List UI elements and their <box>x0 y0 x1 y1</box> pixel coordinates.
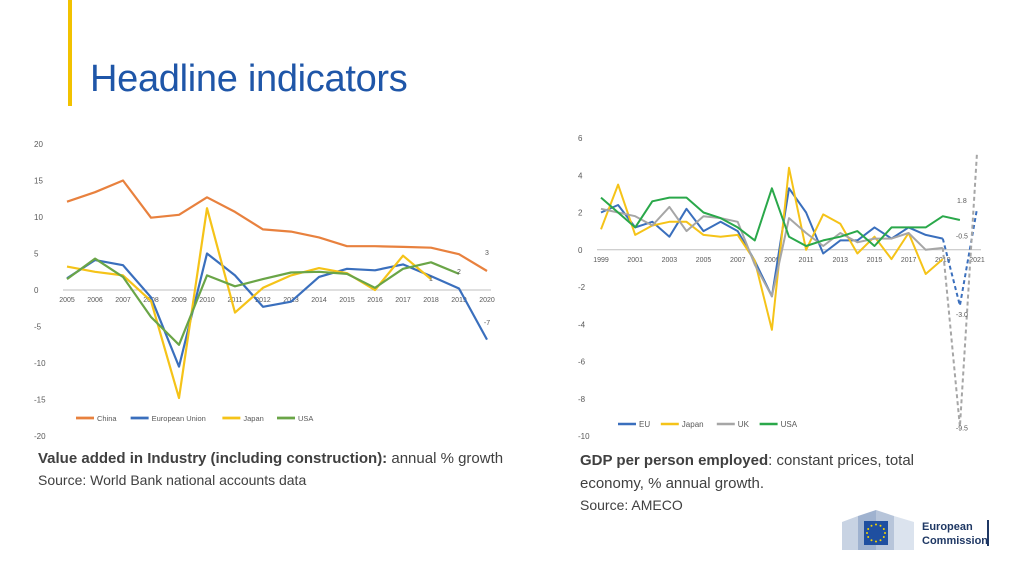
left-caption-bold: Value added in Industry (including const… <box>38 450 388 467</box>
y-tick-label: 0 <box>34 286 39 295</box>
data-label: -3.0 <box>956 312 968 319</box>
series-line-japan <box>66 207 432 400</box>
y-tick-label: -20 <box>34 432 46 441</box>
y-tick-label: 20 <box>34 140 43 149</box>
series-line-eu <box>600 187 944 298</box>
x-tick-label: 2014 <box>311 297 327 304</box>
y-tick-label: -5 <box>34 323 42 332</box>
legend-label-eu: EU <box>639 420 650 429</box>
x-tick-label: 1999 <box>593 257 609 264</box>
y-tick-label: 15 <box>34 177 43 186</box>
x-tick-label: 2001 <box>627 257 643 264</box>
x-tick-label: 2017 <box>395 297 411 304</box>
commission-building-icon <box>842 510 914 550</box>
right-chart-caption: GDP per person employed: constant prices… <box>580 449 980 515</box>
x-tick-label: 2005 <box>696 257 712 264</box>
european-commission-logo: European Commission <box>842 510 989 550</box>
y-tick-label: 2 <box>578 209 583 218</box>
x-tick-label: 2003 <box>662 257 678 264</box>
x-tick-label: 2009 <box>764 257 780 264</box>
x-tick-label: 2011 <box>799 257 814 264</box>
left-caption-source: Source: World Bank national accounts dat… <box>38 472 307 488</box>
legend-label-usa: USA <box>298 414 313 423</box>
y-tick-label: 0 <box>578 246 583 255</box>
x-tick-label: 2005 <box>59 297 75 304</box>
y-tick-label: -6 <box>578 358 586 367</box>
right-caption-source: Source: AMECO <box>580 497 683 513</box>
x-tick-label: 2016 <box>367 297 383 304</box>
logo-line-2: Commission <box>922 535 988 547</box>
y-tick-label: 5 <box>34 250 39 259</box>
data-label: 3 <box>485 250 489 257</box>
x-tick-label: 2015 <box>867 257 883 264</box>
series-forecast-line-uk <box>941 152 978 427</box>
title-accent-bar <box>68 0 72 106</box>
right-caption-text: : constant prices, total economy, % annu… <box>580 452 915 492</box>
y-tick-label: -10 <box>578 432 590 441</box>
legend-label-japan: Japan <box>682 420 704 429</box>
series-line-usa <box>66 257 460 346</box>
data-label: -0.5 <box>956 234 968 241</box>
data-label: -7 <box>484 320 490 327</box>
gdp-per-person-employed-chart: 6 4 2 0 -2 -4 -6 -8 -10 1999 2001 2003 2005 2007 2009 2… <box>578 134 985 441</box>
x-tick-label: 2010 <box>199 297 215 304</box>
x-tick-label: 2021 <box>969 257 985 264</box>
data-label: 2 <box>457 269 461 276</box>
left-chart-caption: Value added in Industry (including const… <box>38 447 528 490</box>
x-tick-label: 2007 <box>115 297 131 304</box>
x-tick-label: 2012 <box>255 297 271 304</box>
series-line-usa <box>600 187 961 247</box>
logo-line-1: European <box>922 521 973 533</box>
x-tick-label: 2013 <box>832 257 848 264</box>
right-caption-bold: GDP per person employed <box>580 452 769 469</box>
left-caption-text: annual % growth <box>387 450 504 467</box>
x-tick-label: 2020 <box>479 297 495 304</box>
series-line-japan <box>600 166 944 331</box>
y-tick-label: 6 <box>578 134 583 143</box>
y-tick-label: 4 <box>578 171 583 180</box>
legend-label-china: China <box>97 414 117 423</box>
data-label: 1.8 <box>957 198 967 205</box>
y-tick-label: -8 <box>578 395 586 404</box>
y-tick-label: -10 <box>34 359 46 368</box>
y-tick-label: -15 <box>34 396 46 405</box>
x-tick-label: 2018 <box>423 297 439 304</box>
data-label: -9.5 <box>956 425 968 432</box>
x-tick-label: 2007 <box>730 257 746 264</box>
series-line-european-union <box>66 252 488 368</box>
legend-label-european-union: European Union <box>152 414 206 423</box>
x-tick-label: 2006 <box>87 297 103 304</box>
x-tick-label: 2015 <box>339 297 355 304</box>
series-line-china <box>66 179 488 272</box>
x-tick-label: 2009 <box>171 297 187 304</box>
y-tick-label: -2 <box>578 283 586 292</box>
legend-label-uk: UK <box>738 420 750 429</box>
page-title: Headline indicators <box>90 58 408 100</box>
x-tick-label: 2019 <box>451 297 467 304</box>
data-label: 1 <box>429 276 433 283</box>
x-tick-label: 2017 <box>901 257 917 264</box>
y-tick-label: 10 <box>34 213 43 222</box>
y-tick-label: -4 <box>578 320 586 329</box>
series-line-uk <box>600 205 943 298</box>
legend-label-usa: USA <box>781 420 798 429</box>
x-tick-label: 2011 <box>227 297 242 304</box>
legend-label-japan: Japan <box>243 414 263 423</box>
